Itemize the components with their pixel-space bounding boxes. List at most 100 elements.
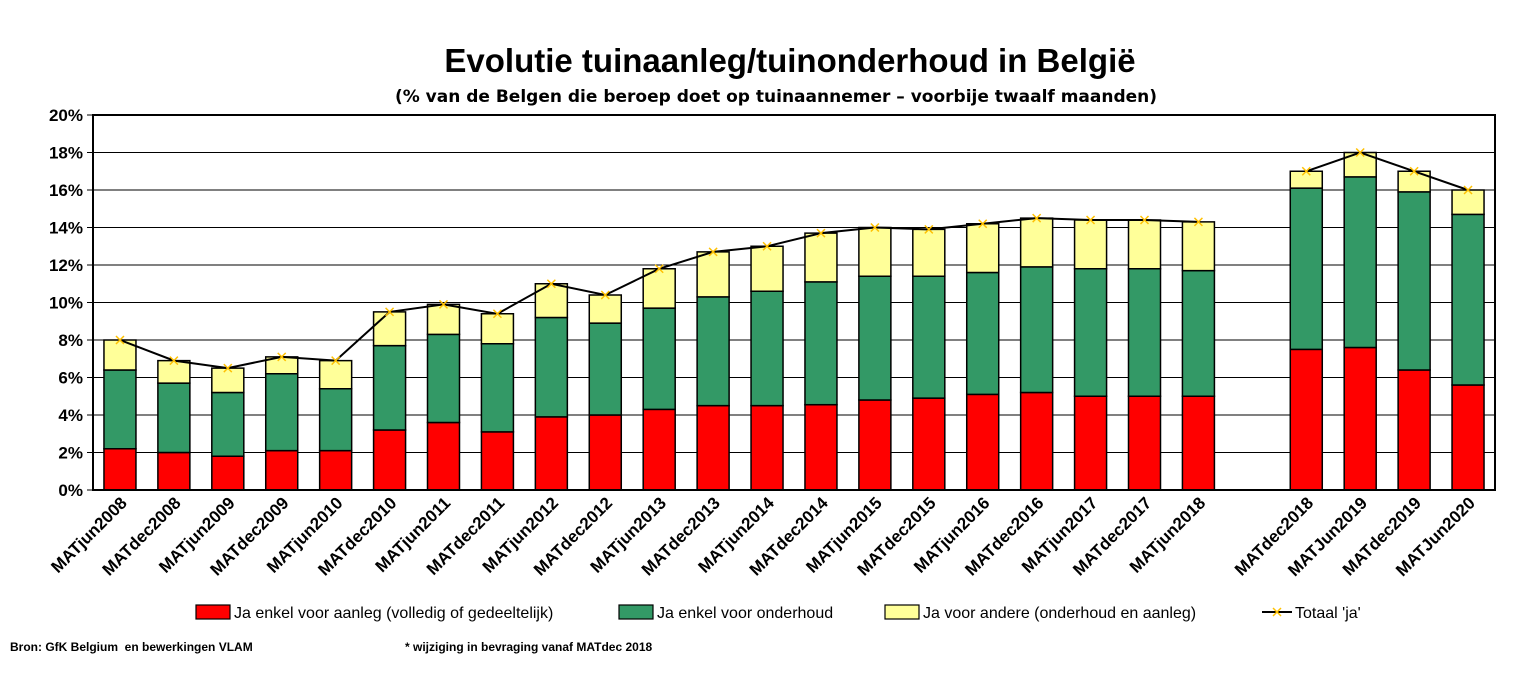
bar-segment-series-2: [642, 307, 676, 411]
bar-segment-series-2: [534, 316, 569, 418]
bar-segment-series-1: [1289, 348, 1324, 491]
gridlines: [93, 152, 1495, 453]
bar-segment-series-3: [480, 313, 515, 345]
bar-segment-series-3: [318, 359, 353, 390]
bar-segment-series-1: [264, 449, 299, 491]
legend-swatch: [884, 604, 920, 620]
total-marker-stroke: [1086, 215, 1096, 225]
total-marker: [1086, 215, 1096, 225]
total-marker-stroke: [331, 356, 341, 366]
y-axis-ticks: 0% 2% 4% 6% 8% 10% 12% 14% 16% 18% 20%: [49, 106, 93, 500]
total-marker: [1139, 215, 1150, 225]
total-marker: [546, 279, 556, 289]
bar-segment-series-2: [211, 391, 245, 457]
total-marker: [169, 356, 179, 366]
total-marker-stroke: [1139, 215, 1150, 225]
total-marker: [1301, 166, 1311, 176]
bar-segment-series-1: [804, 403, 838, 491]
total-marker: [331, 356, 341, 366]
bar-segment-series-2: [912, 275, 946, 399]
bar-segment-series-2: [1127, 268, 1162, 397]
bar-segment-series-1: [1451, 384, 1485, 491]
bar-segment-series-3: [426, 303, 461, 336]
bar-segment-series-1: [858, 399, 892, 491]
total-marker: [978, 219, 988, 229]
bar-segment-series-3: [372, 311, 407, 347]
bar-segment-series-2: [588, 322, 623, 416]
bar-segment-series-1: [588, 414, 623, 491]
total-marker: [115, 335, 125, 345]
bar-segment-series-3: [965, 223, 1000, 274]
total-marker: [1355, 147, 1365, 158]
total-marker: [1409, 166, 1419, 176]
legend-item-1: Ja enkel voor aanleg (volledig of gedeel…: [195, 604, 553, 622]
total-marker: [492, 309, 502, 319]
total-marker: [277, 352, 287, 362]
total-marker-stroke: [1409, 166, 1419, 176]
legend-label: Ja enkel voor onderhoud: [657, 605, 833, 622]
bar-segment-series-2: [1451, 213, 1485, 386]
bar-segment-series-2: [372, 344, 407, 431]
source-note: Bron: GfK Belgium en bewerkingen VLAM: [10, 640, 253, 654]
total-marker-stroke: [978, 219, 988, 229]
total-marker: [816, 228, 826, 238]
bar-segment-series-1: [157, 451, 191, 491]
legend-marker-stroke: [1272, 607, 1282, 617]
total-marker-stroke: [492, 309, 502, 319]
x-axis-ticks: MATjun2008MATdec2008MATjun2009MATdec2009…: [47, 493, 1478, 580]
y-tick-label: 2%: [58, 444, 83, 463]
total-marker-stroke: [438, 299, 449, 309]
legend-item-2: Ja enkel voor onderhoud: [618, 604, 833, 622]
legend-swatch: [195, 604, 231, 620]
y-tick-label: 10%: [49, 294, 83, 313]
total-marker-stroke: [277, 352, 287, 362]
bar-segment-series-2: [858, 275, 892, 401]
bar-segment-series-1: [480, 431, 515, 491]
bar-segment-series-3: [103, 339, 137, 371]
bar-segment-series-1: [211, 455, 245, 491]
legend-item-3: Ja voor andere (onderhoud en aanleg): [884, 604, 1196, 622]
bar-segment-series-3: [642, 268, 676, 309]
y-tick-label: 20%: [49, 106, 83, 125]
total-marker-stroke: [708, 247, 718, 257]
bar-segment-series-3: [588, 294, 623, 324]
total-marker: [600, 290, 610, 300]
total-marker: [870, 222, 880, 233]
y-tick-label: 16%: [49, 181, 83, 200]
total-marker-stroke: [924, 224, 934, 234]
bar-segment-series-2: [1397, 191, 1431, 371]
bar-segment-series-2: [696, 296, 730, 407]
legend-item-4: Totaal 'ja': [1262, 605, 1361, 622]
total-marker-stroke: [223, 363, 233, 373]
bar-segment-series-1: [1073, 395, 1108, 491]
bar-segment-series-2: [750, 290, 784, 407]
bar-segment-series-3: [1451, 189, 1485, 216]
bar-segment-series-1: [1181, 395, 1216, 491]
bar-segment-series-2: [1343, 176, 1377, 349]
bar-segment-series-1: [1397, 369, 1431, 491]
bar-segment-series-1: [372, 429, 407, 491]
y-tick-label: 0%: [58, 481, 83, 500]
bar-segment-series-1: [1343, 346, 1377, 491]
legend-swatch: [618, 604, 654, 620]
bar-segment-series-1: [103, 448, 137, 491]
bar-segment-series-3: [1289, 170, 1324, 189]
total-marker-stroke: [654, 264, 664, 274]
y-tick-label: 8%: [58, 331, 83, 350]
bar-segment-series-2: [1019, 266, 1054, 394]
total-marker-stroke: [870, 222, 880, 233]
bar-segment-series-1: [750, 404, 784, 491]
plot-area-frame: [92, 114, 1496, 491]
bar-segment-series-2: [1289, 187, 1324, 351]
bar-segment-series-1: [318, 449, 353, 491]
bar-segment-series-3: [1019, 217, 1054, 268]
legend-label: Ja voor andere (onderhoud en aanleg): [923, 605, 1196, 622]
survey-change-note: * wijziging in bevraging vanaf MATdec 20…: [405, 640, 653, 654]
chart-title: Evolutie tuinaanleg/tuinonderhoud in Bel…: [444, 42, 1135, 79]
total-marker-stroke: [816, 228, 826, 238]
total-marker: [708, 247, 718, 257]
total-marker-stroke: [762, 241, 772, 251]
bar-segment-series-1: [642, 408, 676, 491]
total-marker-stroke: [169, 356, 179, 366]
total-line: [115, 147, 1473, 373]
